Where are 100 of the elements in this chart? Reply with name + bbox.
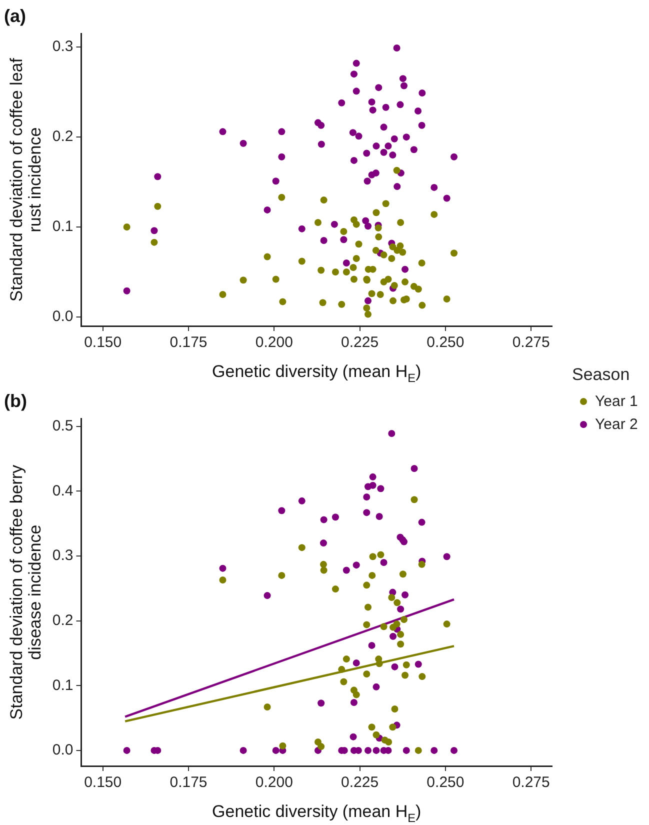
- point: [397, 606, 404, 613]
- point: [375, 84, 382, 92]
- point: [219, 576, 226, 584]
- point: [430, 210, 438, 218]
- point: [319, 299, 326, 306]
- chart-title: (a): [4, 6, 26, 26]
- point: [350, 276, 358, 283]
- y-tick-label: 0.3: [52, 547, 74, 564]
- point: [397, 640, 404, 648]
- point: [363, 670, 370, 678]
- point: [352, 691, 360, 698]
- y-tick-label: 0.1: [52, 218, 74, 236]
- point: [352, 562, 360, 569]
- point: [390, 282, 398, 290]
- point: [342, 268, 350, 276]
- legend-title: Season: [572, 365, 631, 385]
- point: [388, 594, 396, 601]
- point: [399, 248, 406, 256]
- point: [332, 514, 339, 521]
- chart-title: (b): [4, 390, 27, 411]
- x-tick-label: 0.225: [341, 774, 379, 792]
- point: [278, 507, 286, 514]
- y-axis-title: Standard deviation of coffee leaf rust incidence: [7, 58, 45, 302]
- point: [363, 494, 370, 501]
- point: [362, 217, 370, 224]
- point: [123, 746, 130, 754]
- legend-label: Year 2: [595, 416, 638, 433]
- point: [372, 142, 380, 150]
- point: [363, 509, 370, 516]
- point: [320, 566, 328, 574]
- point: [376, 512, 383, 520]
- point: [278, 128, 286, 136]
- point: [342, 566, 350, 574]
- point: [342, 260, 350, 267]
- point: [264, 206, 271, 214]
- point: [318, 122, 325, 129]
- point: [314, 219, 322, 226]
- point: [414, 107, 422, 114]
- point: [450, 153, 458, 160]
- point: [318, 743, 325, 750]
- point: [418, 122, 426, 129]
- point: [376, 291, 384, 298]
- point: [364, 604, 372, 611]
- point: [389, 152, 396, 159]
- point: [363, 304, 370, 312]
- point: [352, 220, 360, 228]
- point: [298, 544, 306, 552]
- point: [380, 623, 388, 630]
- point: [430, 746, 438, 754]
- point: [402, 266, 409, 273]
- point: [364, 297, 372, 304]
- point: [410, 146, 418, 154]
- point: [342, 656, 350, 663]
- point: [363, 582, 370, 589]
- point: [418, 89, 426, 96]
- point: [418, 260, 426, 267]
- point: [414, 286, 422, 293]
- point: [318, 140, 325, 148]
- point: [443, 194, 450, 202]
- y-tick-label: 0.4: [52, 482, 74, 500]
- point: [418, 302, 426, 309]
- point: [330, 220, 338, 228]
- point: [372, 731, 380, 738]
- point: [368, 724, 376, 731]
- point: [278, 572, 286, 579]
- x-tick-label: 0.225: [341, 334, 379, 352]
- point: [418, 673, 426, 680]
- point: [264, 592, 271, 600]
- point: [240, 140, 247, 147]
- point: [219, 564, 226, 572]
- point: [154, 173, 162, 180]
- point: [298, 258, 306, 265]
- point: [320, 540, 327, 547]
- point: [402, 591, 409, 598]
- point: [363, 621, 370, 628]
- point: [352, 60, 360, 67]
- point: [279, 742, 286, 750]
- point: [382, 104, 390, 111]
- point: [376, 660, 383, 668]
- point: [338, 99, 346, 106]
- point: [278, 153, 286, 160]
- point: [372, 170, 380, 177]
- point: [443, 620, 450, 628]
- point: [377, 551, 384, 558]
- point: [355, 132, 362, 140]
- point: [355, 240, 362, 248]
- point: [380, 278, 388, 286]
- point: [402, 746, 410, 754]
- point: [349, 129, 356, 136]
- x-tick-label: 0.275: [512, 334, 550, 352]
- x-tick-label: 0.175: [170, 334, 208, 352]
- point: [150, 238, 158, 246]
- y-tick-label: 0.3: [52, 38, 74, 56]
- point: [380, 124, 388, 131]
- y-tick-label: 0.2: [52, 612, 74, 629]
- point: [388, 430, 396, 438]
- point: [430, 184, 438, 191]
- point: [390, 135, 398, 142]
- point: [350, 264, 357, 272]
- point: [377, 485, 384, 492]
